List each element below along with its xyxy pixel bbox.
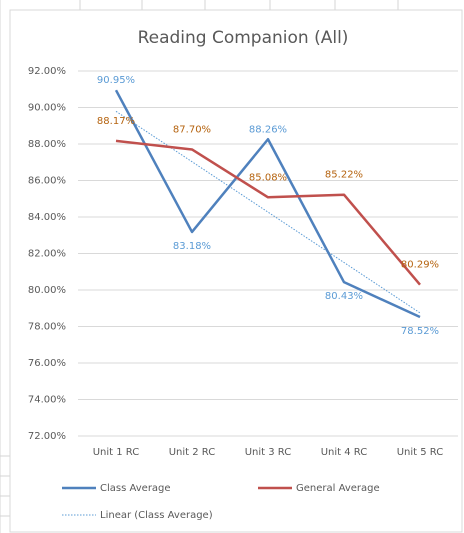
y-tick-label: 80.00% bbox=[28, 285, 66, 296]
series-line bbox=[115, 139, 421, 286]
trendline bbox=[115, 110, 421, 314]
y-tick-label: 90.00% bbox=[28, 103, 66, 114]
data-label: 83.18% bbox=[173, 241, 211, 252]
y-tick-label: 84.00% bbox=[28, 212, 66, 223]
x-tick-label: Unit 3 RC bbox=[245, 447, 292, 458]
legend-label: General Average bbox=[296, 483, 380, 494]
legend-label: Class Average bbox=[100, 483, 171, 494]
y-tick-label: 78.00% bbox=[28, 322, 66, 333]
data-label: 78.52% bbox=[401, 326, 439, 337]
chart-title: Reading Companion (All) bbox=[138, 28, 349, 48]
x-tick-label: Unit 4 RC bbox=[321, 447, 368, 458]
data-label: 88.26% bbox=[249, 124, 287, 135]
x-tick-label: Unit 2 RC bbox=[169, 447, 216, 458]
x-tick-label: Unit 1 RC bbox=[93, 447, 140, 458]
y-tick-label: 72.00% bbox=[28, 431, 66, 442]
y-tick-label: 86.00% bbox=[28, 176, 66, 187]
series-line bbox=[114, 89, 421, 319]
y-tick-label: 92.00% bbox=[28, 66, 66, 77]
chart-area bbox=[9, 9, 463, 533]
x-tick-label: Unit 5 RC bbox=[397, 447, 444, 458]
y-tick-label: 74.00% bbox=[28, 395, 66, 406]
sheet-cells bbox=[0, 0, 399, 533]
data-label: 80.43% bbox=[325, 291, 363, 302]
legend-label: Linear (Class Average) bbox=[100, 510, 213, 521]
data-label: 80.29% bbox=[401, 260, 439, 271]
data-label: 87.70% bbox=[173, 124, 211, 135]
data-label: 85.22% bbox=[325, 170, 363, 181]
y-tick-label: 88.00% bbox=[28, 139, 66, 150]
y-tick-label: 82.00% bbox=[28, 249, 66, 260]
y-tick-label: 76.00% bbox=[28, 358, 66, 369]
data-label: 88.17% bbox=[97, 116, 135, 127]
data-label: 85.08% bbox=[249, 172, 287, 183]
data-label: 90.95% bbox=[97, 75, 135, 86]
